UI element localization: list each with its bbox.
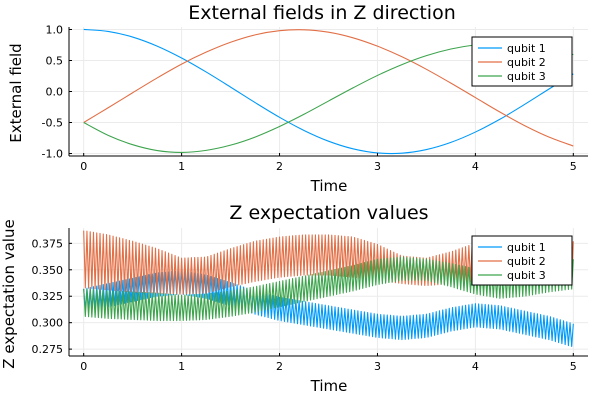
x-tick-label: 2 bbox=[276, 360, 283, 373]
legend-entry: qubit 1 bbox=[507, 241, 546, 254]
x-tick-label: 3 bbox=[374, 360, 381, 373]
series-line-qubit-1 bbox=[83, 270, 574, 348]
chart-title: External fields in Z direction bbox=[188, 2, 455, 24]
x-axis-title: Time bbox=[310, 377, 348, 395]
y-tick-label: 1.0 bbox=[46, 23, 64, 36]
y-tick-label: 0.5 bbox=[46, 54, 64, 67]
y-tick-label: -0.5 bbox=[42, 117, 63, 130]
legend-entry: qubit 3 bbox=[507, 70, 546, 83]
y-tick-label: -1.0 bbox=[42, 148, 63, 161]
x-tick-label: 3 bbox=[374, 160, 381, 173]
series-line-qubit-1 bbox=[83, 28, 574, 155]
x-tick-label: 5 bbox=[570, 160, 577, 173]
legend-entry: qubit 3 bbox=[507, 269, 546, 282]
legend-entry: qubit 1 bbox=[507, 42, 546, 55]
y-tick-label: 0.325 bbox=[32, 290, 64, 303]
x-tick-label: 1 bbox=[178, 360, 185, 373]
x-tick-label: 1 bbox=[178, 160, 185, 173]
x-tick-label: 5 bbox=[570, 360, 577, 373]
chart-z-expectation: Z expectation values Z expectation value… bbox=[0, 202, 588, 395]
y-axis-title: Z expectation value bbox=[0, 219, 18, 368]
y-tick-label: 0.350 bbox=[32, 264, 64, 277]
x-tick-label: 4 bbox=[472, 360, 479, 373]
y-tick-label: 0.275 bbox=[32, 343, 64, 356]
legend-entry: qubit 2 bbox=[507, 56, 546, 69]
legend-entry: qubit 2 bbox=[507, 255, 546, 268]
chart-external-fields: External fields in Z direction External … bbox=[7, 2, 588, 195]
x-tick-label: 4 bbox=[472, 160, 479, 173]
series-line-qubit-2 bbox=[83, 29, 574, 147]
chart-title: Z expectation values bbox=[229, 202, 428, 224]
x-tick-label: 2 bbox=[276, 160, 283, 173]
y-tick-label: 0.300 bbox=[32, 317, 64, 330]
x-tick-label: 0 bbox=[80, 360, 87, 373]
y-axis-title: External field bbox=[7, 43, 25, 142]
x-axis-title: Time bbox=[310, 177, 348, 195]
y-tick-label: 0.375 bbox=[32, 237, 64, 250]
y-tick-label: 0.0 bbox=[46, 86, 64, 99]
x-tick-label: 0 bbox=[80, 160, 87, 173]
